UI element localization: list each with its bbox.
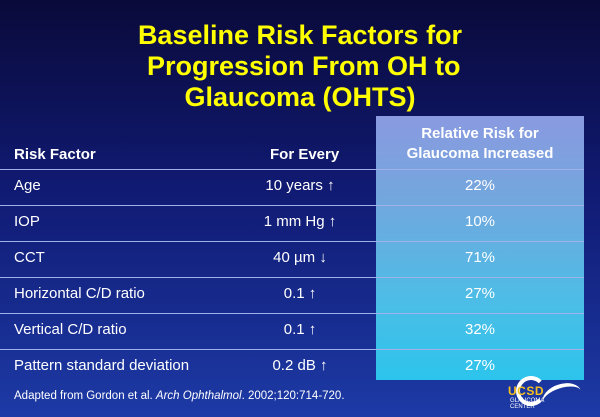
- logo-main-text: UCSD: [508, 384, 545, 398]
- row-divider: [0, 241, 584, 242]
- table-row: CCT 40 µm ↓ 71%: [0, 241, 600, 277]
- row-divider: [0, 277, 584, 278]
- for-every-cell: 0.1 ↑: [283, 285, 317, 302]
- logo-ring-icon: [516, 376, 546, 406]
- risk-factor-cell: Vertical C/D ratio: [14, 321, 127, 338]
- for-every-cell: 1 mm Hg ↑: [263, 213, 337, 230]
- title-line-2: Progression From OH to: [139, 51, 461, 81]
- citation-suffix: . 2002;120:714-720.: [241, 390, 345, 402]
- table-row: Horizontal C/D ratio 0.1 ↑ 27%: [0, 277, 600, 313]
- logo-sub-text: GLAUCOMA CENTER: [510, 398, 546, 410]
- table-row: Vertical C/D ratio 0.1 ↑ 32%: [0, 313, 600, 349]
- header-relative-risk-line-1: Relative Risk for: [421, 125, 539, 142]
- risk-factor-cell: Pattern standard deviation: [14, 357, 190, 374]
- title-line-3: Glaucoma (OHTS): [184, 82, 416, 112]
- table-row: IOP 1 mm Hg ↑ 10%: [0, 205, 600, 241]
- risk-factor-cell: IOP: [14, 213, 40, 230]
- for-every-cell: 0.2 dB ↑: [272, 357, 328, 374]
- logo-sub-line-2: CENTER: [510, 404, 535, 410]
- row-divider: [0, 205, 584, 206]
- for-every-cell: 40 µm ↓: [273, 249, 327, 266]
- relative-risk-cell: 32%: [464, 321, 496, 338]
- title-line-1: Baseline Risk Factors for: [137, 20, 463, 50]
- row-divider: [0, 349, 584, 350]
- header-risk-factor: Risk Factor: [14, 146, 96, 163]
- header-for-every: For Every: [270, 146, 340, 163]
- citation-journal: Arch Ophthalmol: [155, 390, 242, 402]
- relative-risk-column-highlight: [376, 116, 584, 380]
- table-row: Age 10 years ↑ 22%: [0, 169, 600, 205]
- header-relative-risk-line-2: Glaucoma Increased: [406, 145, 554, 162]
- row-divider: [0, 313, 584, 314]
- header-relative-risk: Relative Risk for Glaucoma Increased: [376, 124, 584, 164]
- logo-sub-line-1: GLAUCOMA: [510, 398, 545, 404]
- for-every-cell: 0.1 ↑: [283, 321, 317, 338]
- ucsd-glaucoma-center-logo: UCSD GLAUCOMA CENTER: [508, 376, 586, 416]
- slide-title: Baseline Risk Factors for Progression Fr…: [0, 20, 600, 113]
- relative-risk-cell: 10%: [464, 213, 496, 230]
- relative-risk-cell: 71%: [464, 249, 496, 266]
- relative-risk-cell: 22%: [464, 177, 496, 194]
- citation-prefix: Adapted from Gordon et al.: [14, 390, 156, 402]
- table-row: Pattern standard deviation 0.2 dB ↑ 27%: [0, 349, 600, 385]
- risk-factor-cell: Age: [14, 177, 41, 194]
- for-every-cell: 10 years ↑: [265, 177, 335, 194]
- relative-risk-cell: 27%: [464, 357, 496, 374]
- citation-footnote: Adapted from Gordon et al. Arch Ophthalm…: [14, 390, 345, 402]
- risk-factor-cell: CCT: [14, 249, 45, 266]
- header-divider: [0, 169, 584, 170]
- relative-risk-cell: 27%: [464, 285, 496, 302]
- risk-factor-cell: Horizontal C/D ratio: [14, 285, 145, 302]
